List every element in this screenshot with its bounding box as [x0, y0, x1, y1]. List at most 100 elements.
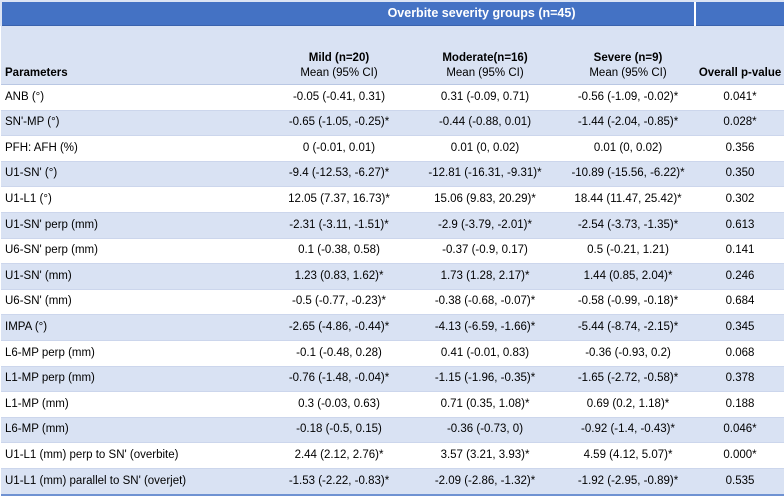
table-row: L6-MP (mm) -0.18 (-0.5, 0.15) -0.36 (-0.73… — [1, 416, 784, 443]
moderate-value-cell: -0.38 (-0.68, -0.07)* — [409, 288, 561, 315]
col-header-moderate: Moderate(n=16) Mean (95% CI) — [409, 25, 561, 85]
parameter-cell: U1-SN' (mm) — [1, 263, 269, 290]
mild-value-cell: 0.1 (-0.38, 0.58) — [269, 237, 409, 264]
pvalue-cell: 0.302 — [695, 186, 784, 213]
pvalue-cell: 0.028* — [695, 109, 784, 136]
severe-value-cell: -0.92 (-1.4, -0.43)* — [561, 416, 696, 443]
moderate-value-cell: 15.06 (9.83, 20.29)* — [409, 186, 561, 213]
table-row: L1-MP perp (mm) -0.76 (-1.48, -0.04)* -1.1… — [1, 365, 784, 392]
mild-value-cell: -0.18 (-0.5, 0.15) — [269, 416, 409, 443]
table-row: U1-L1 (°) 12.05 (7.37, 16.73)* 15.06 (9.83… — [1, 186, 784, 213]
parameter-cell: U1-SN' perp (mm) — [1, 211, 269, 239]
mild-value-cell: -0.05 (-0.41, 0.31) — [269, 84, 409, 111]
table-body: ANB (°) -0.05 (-0.41, 0.31) 0.31 (-0.09, 0… — [1, 84, 784, 496]
table-row: L6-MP perp (mm) -0.1 (-0.48, 0.28) 0.41 (-… — [1, 339, 784, 367]
moderate-value-cell: 0.31 (-0.09, 0.71) — [409, 84, 561, 111]
moderate-value-cell: -1.15 (-1.96, -0.35)* — [409, 365, 561, 392]
table-row: U6-SN' (mm) -0.5 (-0.77, -0.23)* -0.38 (-0… — [1, 288, 784, 315]
severe-value-cell: -5.44 (-8.74, -2.15)* — [561, 314, 696, 341]
table-row: ANB (°) -0.05 (-0.41, 0.31) 0.31 (-0.09, 0… — [1, 84, 784, 111]
parameter-cell: L1-MP perp (mm) — [1, 365, 269, 392]
parameter-cell: L6-MP (mm) — [1, 416, 269, 443]
table-row: L1-MP (mm) 0.3 (-0.03, 0.63) 0.71 (0.35, 1… — [1, 391, 784, 418]
table-title-row: Overbite severity groups (n=45) — [0, 0, 784, 26]
moderate-value-cell: 1.73 (1.28, 2.17)* — [409, 263, 561, 290]
moderate-value-cell: -0.36 (-0.73, 0) — [409, 416, 561, 443]
pvalue-cell: 0.350 — [695, 160, 784, 187]
mild-value-cell: -9.4 (-12.53, -6.27)* — [269, 160, 409, 187]
severe-group-name: Severe (n=9) — [593, 51, 663, 64]
col-header-parameters: Parameters — [1, 25, 269, 85]
moderate-value-cell: -12.81 (-16.31, -9.31)* — [409, 160, 561, 187]
severe-value-cell: -1.65 (-2.72, -0.58)* — [561, 365, 696, 392]
table-title-cell: Overbite severity groups (n=45) — [0, 0, 696, 26]
title-row-pvalue-cell — [694, 0, 784, 26]
moderate-value-cell: -0.44 (-0.88, 0.01) — [409, 109, 561, 136]
severe-value-cell: -0.36 (-0.93, 0.2) — [561, 339, 696, 367]
pvalue-cell: 0.041* — [695, 84, 784, 111]
parameter-cell: SN'-MP (°) — [1, 109, 269, 136]
table-row: IMPA (°) -2.65 (-4.86, -0.44)* -4.13 (-6.5… — [1, 314, 784, 341]
moderate-value-cell: -4.13 (-6.59, -1.66)* — [409, 314, 561, 341]
parameter-cell: ANB (°) — [1, 84, 269, 111]
pvalue-cell: 0.378 — [695, 365, 784, 392]
table-row: PFH: AFH (%) 0 (-0.01, 0.01) 0.01 (0, 0.02… — [1, 135, 784, 162]
table-row: U6-SN' perp (mm) 0.1 (-0.38, 0.58) -0.37 (… — [1, 237, 784, 264]
parameter-cell: U1-SN' (°) — [1, 160, 269, 187]
parameter-cell: U1-L1 (mm) parallel to SN' (overjet) — [1, 467, 269, 496]
mild-value-cell: 0 (-0.01, 0.01) — [269, 135, 409, 162]
parameter-cell: L6-MP perp (mm) — [1, 339, 269, 367]
severe-value-cell: -0.56 (-1.09, -0.02)* — [561, 84, 696, 111]
severe-value-cell: -1.44 (-2.04, -0.85)* — [561, 109, 696, 136]
col-header-mild: Mild (n=20) Mean (95% CI) — [269, 25, 409, 85]
mild-value-cell: 0.3 (-0.03, 0.63) — [269, 391, 409, 418]
col-header-severe: Severe (n=9) Mean (95% CI) — [561, 25, 696, 85]
parameter-cell: U6-SN' (mm) — [1, 288, 269, 315]
pvalue-cell: 0.684 — [695, 288, 784, 315]
pvalue-cell: 0.246 — [695, 263, 784, 290]
parameter-cell: U6-SN' perp (mm) — [1, 237, 269, 264]
severe-value-cell: 0.01 (0, 0.02) — [561, 135, 696, 162]
column-header-row: Parameters Mild (n=20) Mean (95% CI) Mod… — [1, 25, 784, 85]
pvalue-cell: 0.188 — [695, 391, 784, 418]
severe-value-cell: -2.54 (-3.73, -1.35)* — [561, 211, 696, 239]
table-row: U1-SN' perp (mm) -2.31 (-3.11, -1.51)* -2.… — [1, 211, 784, 239]
mild-group-subtitle: Mean (95% CI) — [300, 66, 378, 79]
severe-value-cell: 18.44 (11.47, 25.42)* — [561, 186, 696, 213]
severe-value-cell: -0.58 (-0.99, -0.18)* — [561, 288, 696, 315]
severe-value-cell: 1.44 (0.85, 2.04)* — [561, 263, 696, 290]
moderate-value-cell: 0.71 (0.35, 1.08)* — [409, 391, 561, 418]
mild-value-cell: 12.05 (7.37, 16.73)* — [269, 186, 409, 213]
mild-value-cell: -0.76 (-1.48, -0.04)* — [269, 365, 409, 392]
moderate-value-cell: -2.9 (-3.79, -2.01)* — [409, 211, 561, 239]
severe-value-cell: -1.92 (-2.95, -0.89)* — [561, 467, 696, 496]
mild-value-cell: -2.65 (-4.86, -0.44)* — [269, 314, 409, 341]
moderate-value-cell: -2.09 (-2.86, -1.32)* — [409, 467, 561, 496]
severe-value-cell: -10.89 (-15.56, -6.22)* — [561, 160, 696, 187]
severe-value-cell: 0.69 (0.2, 1.18)* — [561, 391, 696, 418]
table-title: Overbite severity groups (n=45) — [387, 6, 576, 21]
pvalue-cell: 0.345 — [695, 314, 784, 341]
moderate-value-cell: 0.01 (0, 0.02) — [409, 135, 561, 162]
col-header-pvalue: Overall p-value — [695, 25, 784, 85]
pvalue-cell: 0.613 — [695, 211, 784, 239]
pvalue-cell: 0.535 — [695, 467, 784, 496]
severe-value-cell: 0.5 (-0.21, 1.21) — [561, 237, 696, 264]
parameter-cell: L1-MP (mm) — [1, 391, 269, 418]
table-row: U1-SN' (mm) 1.23 (0.83, 1.62)* 1.73 (1.28,… — [1, 263, 784, 290]
mild-value-cell: 1.23 (0.83, 1.62)* — [269, 263, 409, 290]
mild-value-cell: -0.5 (-0.77, -0.23)* — [269, 288, 409, 315]
moderate-group-name: Moderate(n=16) — [442, 51, 528, 64]
parameter-cell: PFH: AFH (%) — [1, 135, 269, 162]
severe-group-subtitle: Mean (95% CI) — [589, 66, 667, 79]
pvalue-cell: 0.141 — [695, 237, 784, 264]
moderate-group-subtitle: Mean (95% CI) — [446, 66, 524, 79]
moderate-value-cell: 0.41 (-0.01, 0.83) — [409, 339, 561, 367]
mild-value-cell: -0.1 (-0.48, 0.28) — [269, 339, 409, 367]
mild-group-name: Mild (n=20) — [308, 51, 370, 64]
pvalue-cell: 0.046* — [695, 416, 784, 443]
parameter-cell: IMPA (°) — [1, 314, 269, 341]
mild-value-cell: -0.65 (-1.05, -0.25)* — [269, 109, 409, 136]
table-row: U1-SN' (°) -9.4 (-12.53, -6.27)* -12.81 (-… — [1, 160, 784, 187]
